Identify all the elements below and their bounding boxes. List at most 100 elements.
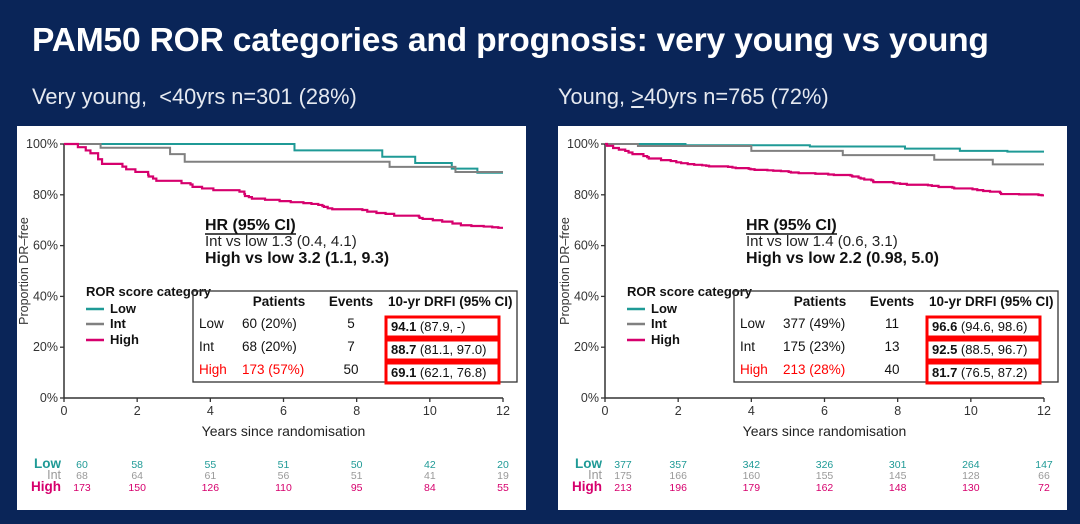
svg-text:40: 40 — [884, 362, 899, 377]
svg-text:Years since randomisation: Years since randomisation — [202, 423, 366, 439]
svg-text:0: 0 — [602, 404, 609, 418]
svg-text:13: 13 — [884, 339, 899, 354]
svg-text:92.5 (88.5, 96.7): 92.5 (88.5, 96.7) — [932, 342, 1027, 357]
svg-text:56: 56 — [278, 470, 290, 482]
svg-text:173 (57%): 173 (57%) — [242, 362, 304, 377]
svg-text:88.7 (81.1, 97.0): 88.7 (81.1, 97.0) — [391, 342, 486, 357]
svg-text:55: 55 — [497, 482, 509, 494]
svg-text:4: 4 — [207, 404, 214, 418]
svg-text:Events: Events — [329, 294, 373, 309]
svg-text:High: High — [572, 479, 602, 494]
svg-text:80%: 80% — [574, 188, 599, 202]
svg-text:4: 4 — [748, 404, 755, 418]
svg-text:130: 130 — [962, 482, 980, 494]
svg-text:175: 175 — [614, 470, 632, 482]
svg-text:100%: 100% — [26, 137, 58, 151]
svg-text:19: 19 — [497, 470, 509, 482]
svg-text:Low: Low — [110, 301, 137, 316]
svg-text:12: 12 — [1037, 404, 1051, 418]
svg-text:10: 10 — [964, 404, 978, 418]
svg-text:60%: 60% — [33, 239, 58, 253]
svg-text:High: High — [31, 479, 61, 494]
svg-text:80%: 80% — [33, 188, 58, 202]
svg-text:10-yr DRFI (95% CI): 10-yr DRFI (95% CI) — [388, 294, 513, 309]
svg-text:0%: 0% — [40, 391, 58, 405]
svg-text:Patients: Patients — [794, 294, 847, 309]
svg-text:Int vs low 1.3 (0.4, 4.1): Int vs low 1.3 (0.4, 4.1) — [205, 233, 357, 250]
svg-text:84: 84 — [424, 482, 436, 494]
svg-text:High vs low 3.2 (1.1, 9.3): High vs low 3.2 (1.1, 9.3) — [205, 250, 389, 267]
svg-text:69.1 (62.1, 76.8): 69.1 (62.1, 76.8) — [391, 365, 486, 380]
svg-text:213: 213 — [614, 482, 632, 494]
svg-text:40%: 40% — [33, 289, 58, 303]
svg-text:High vs low 2.2 (0.98, 5.0): High vs low 2.2 (0.98, 5.0) — [746, 250, 939, 267]
svg-text:HR (95% CI): HR (95% CI) — [205, 217, 296, 234]
svg-text:96.6 (94.6, 98.6): 96.6 (94.6, 98.6) — [932, 319, 1027, 334]
svg-text:95: 95 — [351, 482, 363, 494]
svg-text:179: 179 — [743, 482, 761, 494]
svg-text:Int: Int — [199, 339, 214, 354]
svg-text:HR (95% CI): HR (95% CI) — [746, 217, 837, 234]
svg-text:173: 173 — [73, 482, 91, 494]
svg-text:148: 148 — [889, 482, 907, 494]
svg-text:5: 5 — [347, 316, 355, 331]
svg-text:64: 64 — [131, 470, 143, 482]
svg-text:7: 7 — [347, 339, 355, 354]
svg-text:Years since randomisation: Years since randomisation — [743, 423, 907, 439]
svg-text:61: 61 — [204, 470, 216, 482]
svg-text:10-yr DRFI (95% CI): 10-yr DRFI (95% CI) — [929, 294, 1054, 309]
svg-text:11: 11 — [885, 316, 899, 331]
svg-text:155: 155 — [816, 470, 834, 482]
svg-text:Int: Int — [740, 339, 755, 354]
svg-text:110: 110 — [275, 482, 292, 494]
svg-text:Events: Events — [870, 294, 914, 309]
svg-text:196: 196 — [669, 482, 687, 494]
svg-text:Proportion DR–free: Proportion DR–free — [558, 217, 572, 325]
svg-text:20%: 20% — [33, 340, 58, 354]
svg-text:81.7 (76.5, 87.2): 81.7 (76.5, 87.2) — [932, 365, 1027, 380]
svg-text:166: 166 — [669, 470, 687, 482]
svg-text:High: High — [740, 362, 768, 377]
svg-text:150: 150 — [128, 482, 146, 494]
svg-text:20%: 20% — [574, 340, 599, 354]
svg-text:2: 2 — [134, 404, 141, 418]
svg-text:60%: 60% — [574, 239, 599, 253]
svg-text:Low: Low — [740, 316, 765, 331]
svg-text:Low: Low — [199, 316, 224, 331]
svg-text:128: 128 — [962, 470, 980, 482]
svg-text:213 (28%): 213 (28%) — [783, 362, 845, 377]
svg-text:Patients: Patients — [253, 294, 306, 309]
svg-text:68 (20%): 68 (20%) — [242, 339, 297, 354]
svg-text:Proportion DR–free: Proportion DR–free — [17, 217, 31, 325]
svg-text:41: 41 — [424, 470, 436, 482]
svg-text:50: 50 — [343, 362, 358, 377]
svg-text:160: 160 — [743, 470, 761, 482]
svg-text:377 (49%): 377 (49%) — [783, 316, 845, 331]
svg-text:Int: Int — [110, 316, 127, 331]
svg-text:145: 145 — [889, 470, 907, 482]
svg-text:162: 162 — [816, 482, 834, 494]
svg-text:10: 10 — [423, 404, 437, 418]
svg-text:60 (20%): 60 (20%) — [242, 316, 297, 331]
svg-text:100%: 100% — [567, 137, 599, 151]
svg-text:Low: Low — [651, 301, 678, 316]
svg-text:8: 8 — [353, 404, 360, 418]
svg-text:2: 2 — [675, 404, 682, 418]
svg-text:6: 6 — [280, 404, 287, 418]
svg-text:0: 0 — [61, 404, 68, 418]
svg-text:High: High — [651, 332, 680, 347]
svg-text:66: 66 — [1038, 470, 1050, 482]
svg-text:175 (23%): 175 (23%) — [783, 339, 845, 354]
svg-text:68: 68 — [76, 470, 88, 482]
svg-text:12: 12 — [496, 404, 510, 418]
svg-text:High: High — [199, 362, 227, 377]
svg-text:72: 72 — [1038, 482, 1050, 494]
svg-text:40%: 40% — [574, 289, 599, 303]
svg-text:Int: Int — [651, 316, 668, 331]
svg-text:8: 8 — [894, 404, 901, 418]
svg-text:6: 6 — [821, 404, 828, 418]
svg-text:51: 51 — [351, 470, 363, 482]
svg-text:94.1 (87.9, -): 94.1 (87.9, -) — [391, 319, 465, 334]
svg-text:Int vs low 1.4 (0.6, 3.1): Int vs low 1.4 (0.6, 3.1) — [746, 233, 898, 250]
svg-text:0%: 0% — [581, 391, 599, 405]
